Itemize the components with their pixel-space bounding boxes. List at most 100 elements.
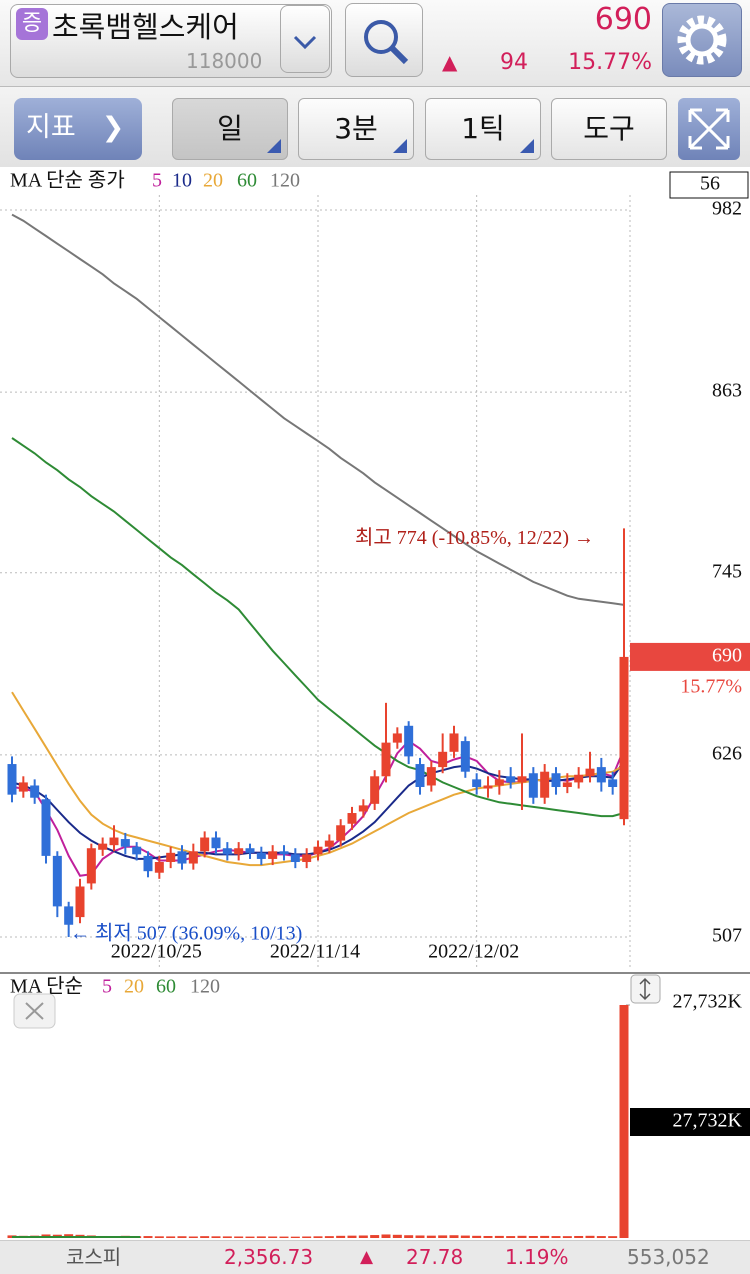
volume-bar <box>460 1235 470 1238</box>
candle-body <box>256 852 266 859</box>
candle-body <box>324 840 334 847</box>
badge: 증 <box>16 8 48 40</box>
legend-entry: 10 <box>172 170 192 192</box>
current-volume-box <box>630 1108 750 1136</box>
x-tick-label: 2022/10/25 <box>111 941 202 963</box>
legend-entry: 5 <box>102 976 112 998</box>
volume-bar <box>449 1235 459 1238</box>
period-button[interactable]: 일 <box>172 98 288 160</box>
candle-body <box>30 785 40 798</box>
indicator-button[interactable]: 지표 ❯ <box>14 98 142 160</box>
legend-entry: 60 <box>156 976 176 998</box>
index-arrow: ▲ <box>360 1247 374 1267</box>
y-tick-label: 507 <box>712 925 742 947</box>
volume-bar <box>234 1236 244 1238</box>
candle-body <box>188 851 198 864</box>
period-button[interactable]: 1틱 <box>425 98 541 160</box>
candle-body <box>392 733 402 743</box>
candle-body <box>415 764 425 788</box>
candle-body <box>540 771 550 798</box>
volume-bar <box>143 1236 153 1238</box>
volume-bar <box>551 1236 561 1238</box>
counter-box <box>669 171 749 199</box>
volume-bar <box>324 1236 334 1238</box>
current-price: 690 <box>594 2 652 37</box>
candle-body <box>585 768 595 777</box>
legend-entry: 20 <box>124 976 144 998</box>
ma-line <box>11 213 625 606</box>
index-value: 2,356.73 <box>224 1245 314 1269</box>
volume-bar <box>483 1235 493 1238</box>
candle-body <box>245 848 255 853</box>
y-tick-label: 27,732K <box>673 991 743 1013</box>
candle-body <box>177 851 187 864</box>
change-percent: 15.77% <box>568 50 652 75</box>
stock-box[interactable] <box>10 4 332 78</box>
settings-button[interactable] <box>662 3 742 77</box>
candle-body <box>268 851 278 859</box>
candle-body <box>7 764 17 795</box>
index-change: 27.78 <box>406 1245 464 1269</box>
current-change-label: 15.77% <box>680 676 742 698</box>
tool-button[interactable]: 도구 <box>551 98 667 160</box>
candle-body <box>166 852 176 863</box>
x-tick-label: 2022/11/14 <box>270 941 360 963</box>
expand-button[interactable] <box>678 98 740 160</box>
candle-body <box>222 848 232 855</box>
candle-body <box>109 837 119 846</box>
search-button[interactable] <box>345 3 423 77</box>
y-tick-label: 982 <box>712 198 742 220</box>
volume-bar <box>608 1236 618 1238</box>
candle-body <box>506 776 516 783</box>
legend-entry: 120 <box>190 976 220 998</box>
current-price-box <box>630 642 750 671</box>
indicator-label: 지표 <box>26 112 76 143</box>
candle-body <box>404 725 414 757</box>
candle-body <box>313 846 323 855</box>
candle-body <box>574 774 584 783</box>
candle-body <box>143 855 153 872</box>
candle-body <box>562 782 572 788</box>
footer: 코스피 2,356.73 ▲ 27.78 1.19% 553,052 <box>0 1240 750 1274</box>
volume-bar <box>256 1236 266 1238</box>
volume-bar <box>426 1235 436 1238</box>
chevron-icon <box>293 35 317 50</box>
candle-body <box>483 785 493 789</box>
volume-bar <box>279 1236 289 1238</box>
volume-bar <box>392 1234 402 1238</box>
volume-bar <box>404 1235 414 1238</box>
button-label: 1틱 <box>461 112 505 145</box>
candle-body <box>517 776 527 783</box>
index-name: 코스피 <box>66 1245 122 1269</box>
resize-icon <box>639 977 651 1001</box>
legend-entry: 60 <box>237 170 257 192</box>
search-icon <box>364 20 409 65</box>
button-label: 일 <box>217 112 243 145</box>
candle-body <box>211 837 221 849</box>
legend-entry: 5 <box>152 170 162 192</box>
candle-body <box>52 855 62 907</box>
stock-name: 초록뱀헬스케어 <box>52 10 239 44</box>
candle-body <box>120 839 130 847</box>
volume-bar <box>302 1236 312 1238</box>
candle-body <box>18 782 28 792</box>
candle-body <box>200 837 210 852</box>
volume-bar <box>494 1235 504 1238</box>
dropdown-button[interactable] <box>280 5 330 73</box>
header: 증 초록뱀헬스케어 118000 690 ▲ 94 15.77% <box>0 0 750 87</box>
candle-body <box>619 656 629 820</box>
volume-bar <box>506 1236 516 1238</box>
candle-body <box>98 843 108 850</box>
volume-bar <box>154 1236 164 1238</box>
current-volume-label: 27,732K <box>673 1110 743 1132</box>
volume-bar <box>290 1236 300 1238</box>
volume-bar <box>574 1235 584 1238</box>
volume-bar <box>596 1236 606 1238</box>
candle-body <box>347 813 357 824</box>
candle-body <box>449 733 459 752</box>
period-button[interactable]: 3분 <box>298 98 414 160</box>
candle-body <box>64 906 74 925</box>
candle-body <box>358 805 368 812</box>
legend-entry: 120 <box>270 170 300 192</box>
